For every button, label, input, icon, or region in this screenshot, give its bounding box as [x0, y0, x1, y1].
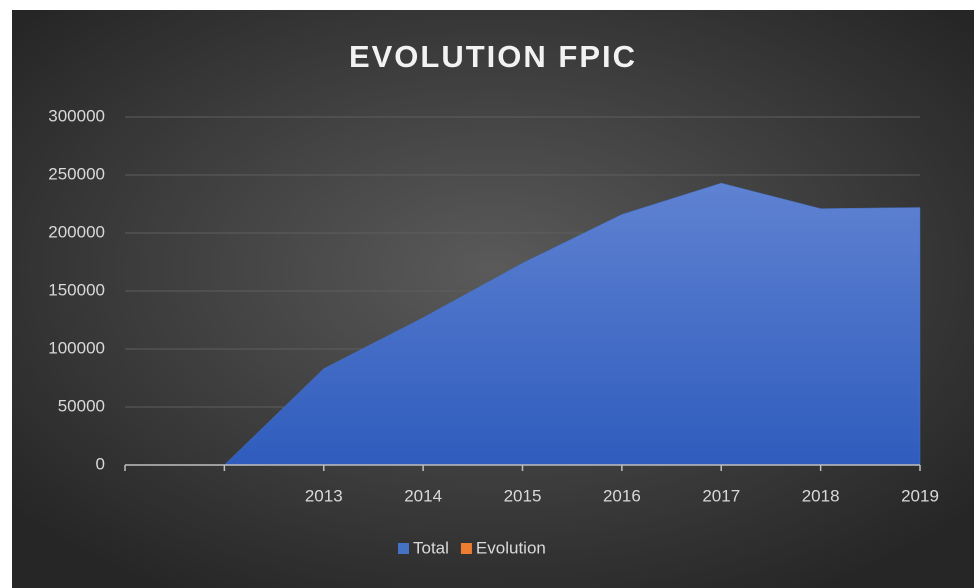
x-tick-label: 2016 — [603, 486, 641, 505]
x-tick-label: 2015 — [504, 486, 542, 505]
x-tick-label: 2017 — [702, 486, 740, 505]
y-tick-label: 0 — [96, 454, 105, 473]
x-tick-label: 2014 — [404, 486, 442, 505]
legend-swatch — [460, 543, 472, 554]
x-tick-label: 2013 — [305, 486, 343, 505]
chart-title: EVOLUTION FPIC — [349, 39, 637, 74]
y-tick-label: 50000 — [58, 396, 105, 415]
legend-label: Evolution — [476, 538, 546, 557]
legend-label: Total — [413, 538, 449, 557]
legend-swatch — [398, 543, 409, 554]
x-tick-label: 2019 — [901, 486, 939, 505]
x-tick-label: 2018 — [802, 486, 840, 505]
area — [125, 182, 921, 466]
y-tick-label: 300000 — [48, 106, 105, 125]
y-tick-label: 250000 — [48, 164, 105, 183]
y-tick-label: 150000 — [48, 280, 105, 299]
y-tick-label: 100000 — [48, 338, 105, 357]
y-tick-label: 200000 — [48, 222, 105, 241]
